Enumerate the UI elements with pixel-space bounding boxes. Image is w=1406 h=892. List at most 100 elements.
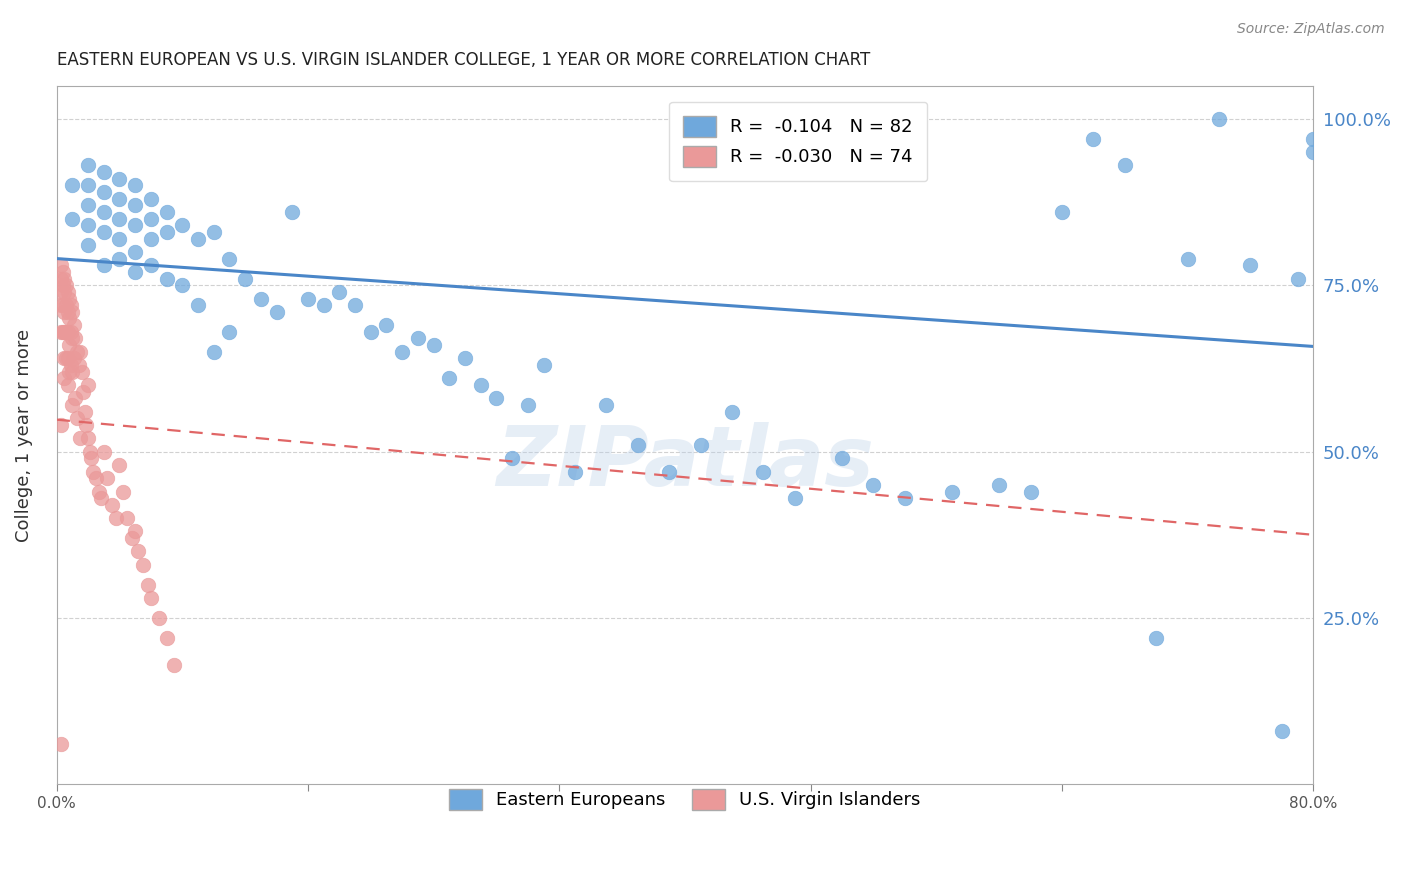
Point	[77, 178, 100, 193]
Point	[53, 371, 76, 385]
Point	[139, 591, 162, 605]
Point	[56, 325, 79, 339]
Point	[218, 252, 240, 266]
Y-axis label: College, 1 year or more: College, 1 year or more	[15, 328, 32, 541]
Point	[93, 225, 115, 239]
Point	[77, 158, 100, 172]
Point	[1286, 271, 1309, 285]
Point	[52, 298, 75, 312]
Point	[783, 491, 806, 506]
Point	[752, 465, 775, 479]
Point	[63, 318, 86, 333]
Point	[108, 171, 131, 186]
Point	[124, 244, 146, 259]
Point	[52, 325, 75, 339]
Point	[55, 278, 77, 293]
Point	[52, 278, 75, 293]
Point	[108, 211, 131, 226]
Point	[51, 417, 73, 432]
Point	[53, 351, 76, 366]
Point	[163, 657, 186, 672]
Point	[1019, 484, 1042, 499]
Point	[59, 298, 82, 312]
Point	[139, 192, 162, 206]
Text: ZIPatlas: ZIPatlas	[496, 423, 875, 503]
Point	[87, 484, 110, 499]
Point	[124, 265, 146, 279]
Point	[77, 198, 100, 212]
Point	[121, 531, 143, 545]
Point	[1302, 145, 1324, 159]
Point	[627, 438, 650, 452]
Point	[105, 511, 128, 525]
Point	[501, 451, 523, 466]
Point	[53, 325, 76, 339]
Point	[60, 211, 83, 226]
Point	[595, 398, 617, 412]
Point	[312, 298, 335, 312]
Point	[66, 411, 89, 425]
Point	[77, 238, 100, 252]
Text: EASTERN EUROPEAN VS U.S. VIRGIN ISLANDER COLLEGE, 1 YEAR OR MORE CORRELATION CHA: EASTERN EUROPEAN VS U.S. VIRGIN ISLANDER…	[56, 51, 870, 69]
Point	[51, 258, 73, 272]
Point	[862, 478, 884, 492]
Point	[155, 631, 177, 645]
Point	[117, 511, 139, 525]
Point	[127, 544, 149, 558]
Point	[1177, 252, 1199, 266]
Point	[202, 225, 225, 239]
Point	[406, 331, 429, 345]
Point	[218, 325, 240, 339]
Point	[1208, 112, 1230, 126]
Point	[689, 438, 711, 452]
Point	[93, 258, 115, 272]
Point	[55, 298, 77, 312]
Point	[53, 271, 76, 285]
Point	[75, 417, 97, 432]
Point	[60, 365, 83, 379]
Point	[58, 338, 80, 352]
Point	[65, 392, 87, 406]
Point	[60, 178, 83, 193]
Point	[155, 205, 177, 219]
Point	[56, 305, 79, 319]
Point	[139, 231, 162, 245]
Point	[108, 231, 131, 245]
Point	[59, 325, 82, 339]
Point	[375, 318, 398, 333]
Point	[58, 311, 80, 326]
Point	[360, 325, 382, 339]
Point	[60, 398, 83, 412]
Point	[93, 205, 115, 219]
Point	[53, 285, 76, 299]
Point	[391, 344, 413, 359]
Point	[281, 205, 304, 219]
Point	[941, 484, 963, 499]
Point	[454, 351, 477, 366]
Point	[72, 384, 94, 399]
Point	[1302, 132, 1324, 146]
Point	[1271, 724, 1294, 739]
Point	[60, 331, 83, 345]
Point	[59, 358, 82, 372]
Point	[79, 444, 101, 458]
Point	[124, 524, 146, 539]
Point	[56, 351, 79, 366]
Point	[1050, 205, 1073, 219]
Point	[53, 305, 76, 319]
Point	[96, 471, 118, 485]
Point	[470, 378, 492, 392]
Point	[77, 431, 100, 445]
Point	[266, 305, 288, 319]
Point	[187, 298, 209, 312]
Point	[297, 292, 319, 306]
Point	[439, 371, 461, 385]
Point	[485, 392, 508, 406]
Point	[52, 265, 75, 279]
Point	[124, 198, 146, 212]
Point	[422, 338, 444, 352]
Point	[124, 178, 146, 193]
Point	[108, 252, 131, 266]
Point	[111, 484, 134, 499]
Point	[155, 225, 177, 239]
